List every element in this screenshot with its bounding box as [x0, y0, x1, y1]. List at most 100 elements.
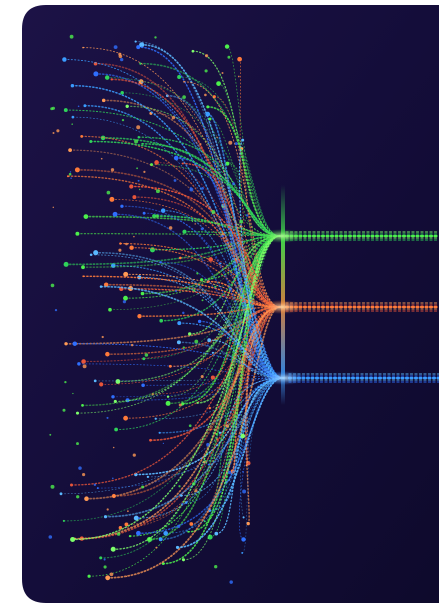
- dot: [210, 375, 215, 380]
- dot: [174, 289, 178, 293]
- dot: [48, 535, 53, 539]
- curve: [115, 235, 281, 430]
- curve: [183, 235, 281, 561]
- dot: [154, 36, 157, 39]
- dot: [205, 111, 211, 117]
- dot: [101, 335, 104, 339]
- dot: [168, 364, 172, 368]
- dot: [165, 400, 171, 406]
- curve: [190, 306, 281, 525]
- dot: [204, 69, 208, 73]
- dot: [134, 139, 139, 144]
- dot: [128, 285, 134, 292]
- dot: [200, 227, 204, 231]
- dot: [64, 342, 68, 346]
- dot: [106, 416, 109, 419]
- curve: [241, 377, 284, 554]
- dot: [178, 403, 182, 407]
- dot: [182, 311, 185, 315]
- dot: [77, 105, 80, 108]
- dot: [139, 42, 145, 48]
- curve: [114, 213, 284, 379]
- dot: [82, 275, 85, 278]
- dot: [133, 515, 139, 521]
- dot: [112, 446, 115, 449]
- curve: [189, 235, 281, 335]
- dot: [69, 171, 72, 173]
- dot: [181, 162, 184, 165]
- curve: [246, 306, 281, 466]
- dot: [225, 161, 230, 166]
- glow: [260, 300, 304, 314]
- dot: [69, 34, 74, 39]
- dot: [227, 55, 231, 59]
- dot: [245, 214, 249, 217]
- dot: [83, 214, 89, 219]
- dot: [89, 139, 93, 144]
- dot: [119, 242, 122, 245]
- dot: [162, 442, 165, 445]
- curve: [153, 215, 281, 237]
- dot: [93, 71, 99, 77]
- curve: [176, 377, 284, 549]
- dot: [103, 565, 107, 569]
- dot: [221, 232, 224, 236]
- dot: [237, 75, 240, 78]
- curve: [142, 377, 284, 386]
- dot: [89, 253, 93, 257]
- curve: [183, 231, 281, 237]
- dot: [93, 250, 99, 256]
- dot: [112, 211, 118, 217]
- curve: [245, 306, 281, 525]
- curve: [133, 196, 281, 308]
- dot: [68, 148, 72, 152]
- dot: [50, 283, 55, 288]
- curve: [167, 235, 281, 398]
- dot: [137, 135, 141, 139]
- dot: [104, 75, 110, 80]
- dot: [128, 534, 132, 538]
- dot: [206, 105, 210, 109]
- dot: [221, 234, 224, 238]
- dot: [208, 406, 211, 410]
- curve: [129, 235, 281, 537]
- dot: [87, 574, 91, 578]
- curve: [72, 116, 284, 379]
- dot: [142, 211, 146, 215]
- dot: [63, 108, 68, 113]
- dot: [192, 289, 196, 292]
- dot: [209, 428, 212, 431]
- dot: [173, 155, 179, 161]
- curve: [60, 377, 284, 495]
- dot: [129, 184, 134, 189]
- dot: [150, 163, 153, 167]
- curve: [82, 47, 281, 308]
- dot: [218, 431, 222, 434]
- dot: [68, 172, 72, 176]
- dot: [182, 229, 187, 234]
- dot: [141, 383, 145, 388]
- dot: [124, 522, 129, 527]
- curve: [114, 235, 281, 402]
- dot: [122, 300, 126, 304]
- dot: [196, 402, 199, 404]
- dot: [116, 532, 121, 536]
- dot: [191, 49, 195, 53]
- curve: [166, 94, 284, 379]
- dot: [208, 257, 214, 262]
- dot: [246, 521, 250, 526]
- dot: [206, 280, 210, 283]
- dot: [141, 485, 145, 489]
- dot: [194, 489, 198, 493]
- dot: [178, 485, 181, 488]
- dot: [189, 187, 194, 192]
- dot: [240, 433, 246, 439]
- dot: [155, 546, 158, 549]
- glow-bar: [281, 185, 285, 405]
- dot: [155, 214, 159, 218]
- dot: [239, 397, 241, 399]
- curve: [109, 235, 281, 311]
- dot: [203, 520, 206, 523]
